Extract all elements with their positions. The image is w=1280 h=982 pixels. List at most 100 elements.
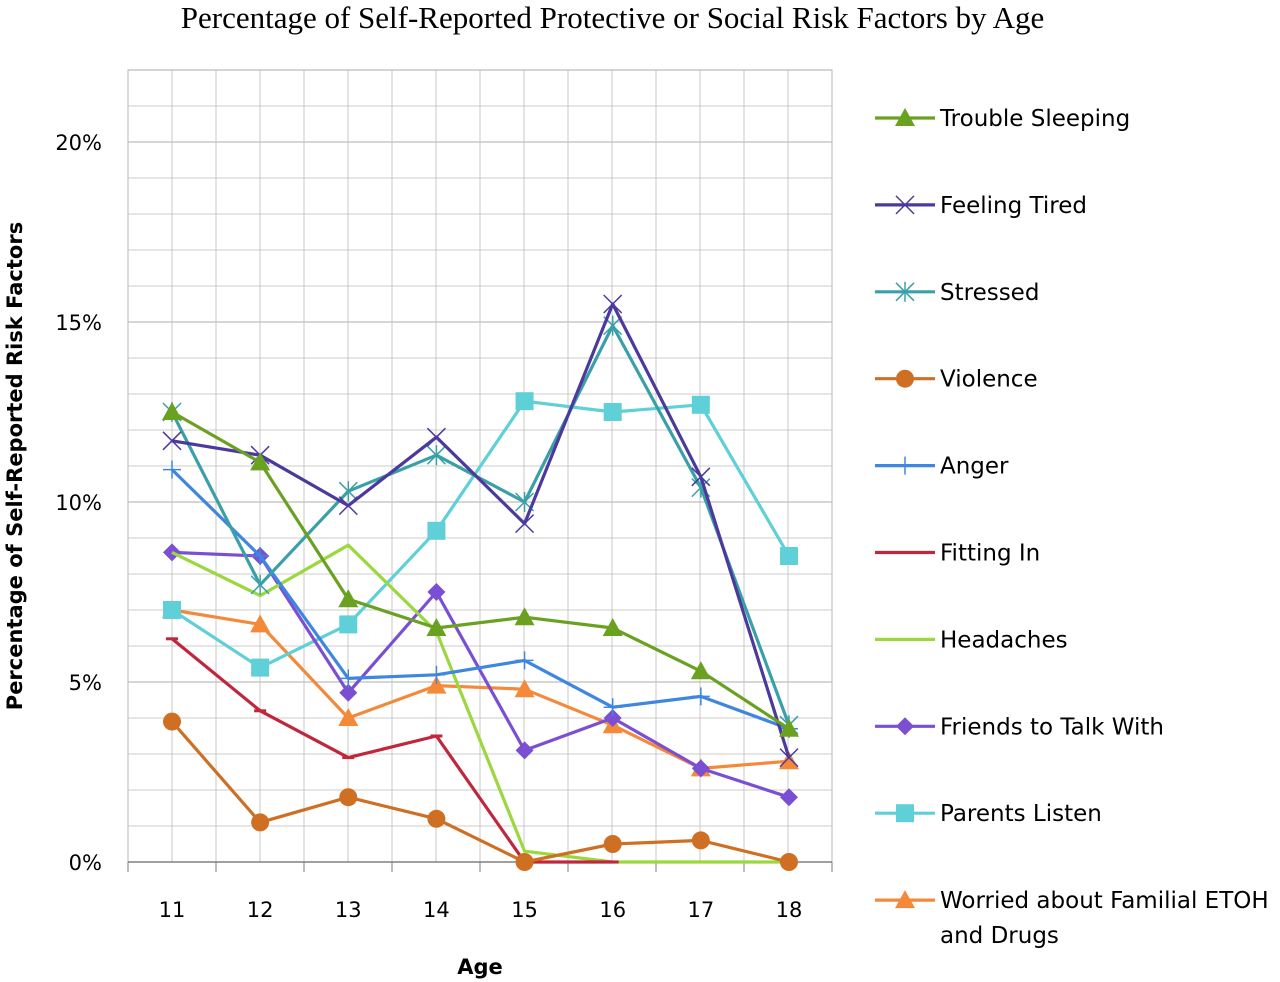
series-headaches [171,543,789,864]
square-marker [896,804,914,823]
x-marker [338,496,358,516]
x-marker [895,195,915,215]
legend-label: Friends to Talk With [940,714,1164,740]
square-marker [251,658,270,677]
data-point [162,402,182,420]
legend-item: Friends to Talk With [875,714,1164,740]
legend-item: Stressed [875,280,1039,306]
data-point [426,445,446,466]
data-point [691,759,710,778]
x-tick-label: 13 [335,898,362,922]
data-point [515,392,534,411]
triangle-marker [778,718,799,737]
legend-label: Violence [940,367,1038,393]
grid [127,69,833,863]
legend-marker [896,369,914,388]
legend-label: Headaches [940,627,1068,653]
triangle-marker [338,589,359,608]
data-point [426,618,447,636]
square-marker [163,601,181,619]
data-point [515,853,534,871]
series-line [171,410,790,731]
legend-item: Headaches [875,627,1068,653]
legend-item: Feeling Tired [875,193,1087,219]
legend-item: Fitting In [875,541,1040,567]
square-marker [603,403,622,421]
data-point [338,496,358,516]
x-tick-label: 14 [423,898,450,922]
x-tick-label: 11 [159,898,186,922]
series-line [170,637,613,864]
data-point [339,615,358,634]
data-point [515,741,534,760]
legend-label: Parents Listen [940,801,1102,827]
data-point [338,708,359,726]
triangle-marker [778,751,799,770]
data-point [339,683,358,702]
square-marker [339,615,358,634]
data-point [338,589,359,608]
diamond-marker [427,583,446,601]
circle-marker [251,813,270,832]
circle-marker [427,809,446,828]
data-point [251,547,270,565]
data-point [338,481,358,502]
x-marker [603,294,623,314]
x-marker [426,427,446,447]
x-tick-label: 17 [687,898,714,922]
legend: Trouble Sleeping Feeling Tired Stressed Vio… [875,106,1269,949]
series-feeling-tired [162,294,799,768]
x-marker [515,514,535,534]
series-line [170,720,790,864]
y-tick-label: 20% [55,131,102,155]
data-point [251,813,270,832]
y-tick-label: 15% [55,311,102,335]
data-point [691,687,710,706]
circle-marker [896,369,914,388]
legend-item: Violence [875,367,1038,393]
chart-title: Percentage of Self-Reported Protective o… [180,0,1045,35]
data-point [691,831,710,850]
data-point [603,403,622,421]
legend-label: and Drugs [940,923,1059,949]
square-marker [427,521,446,540]
data-point [163,460,181,479]
diamond-marker [515,741,534,760]
data-point [691,395,710,414]
data-point [779,853,798,871]
y-axis-title: Percentage of Self-Reported Risk Factors [3,222,27,710]
legend-label: Trouble Sleeping [939,106,1130,132]
data-point [778,718,799,737]
data-point [427,665,446,684]
legend-label: Fitting In [940,541,1040,567]
y-tick-label: 5% [69,671,102,695]
x-marker [691,467,711,487]
data-point [603,835,622,853]
series-line [171,543,789,864]
legend-marker [895,195,915,215]
data-point [250,574,270,595]
x-tick-label: 12 [247,898,274,922]
series-worried-about-familial-etoh-and-drugs [162,600,799,777]
square-marker [779,547,798,565]
diamond-marker [339,683,358,702]
data-point [427,521,446,540]
series-line [171,399,791,670]
circle-marker [779,853,798,871]
legend-marker [896,717,914,736]
series-line [170,468,790,731]
circle-marker [515,853,534,871]
data-point [163,601,181,619]
legend-marker [895,281,915,302]
legend-label: Stressed [940,280,1039,306]
legend-marker [895,108,915,126]
legend-label: Worried about Familial ETOH [940,888,1269,914]
data-point [602,618,623,636]
triangle-marker [250,614,271,633]
data-point [515,651,534,670]
legend-item: Parents Listen [875,801,1102,827]
x-tick-label: 16 [599,898,626,922]
data-point [250,452,271,471]
series-lines [162,294,799,871]
